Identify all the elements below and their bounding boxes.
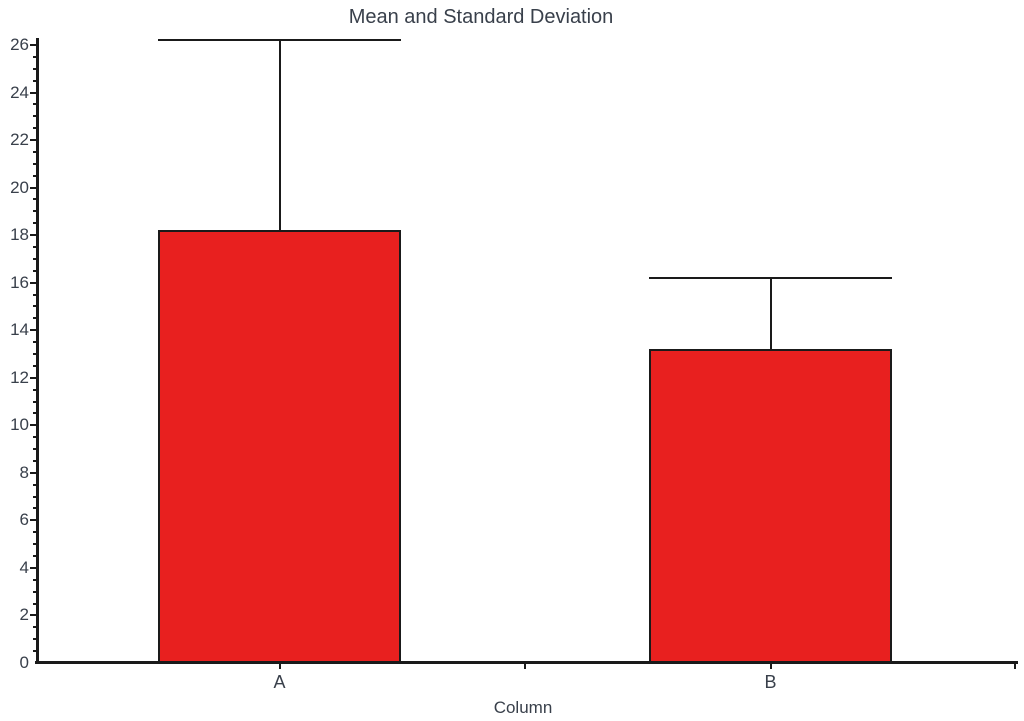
y-major-tick <box>30 424 36 427</box>
y-tick-label-4: 4 <box>19 557 29 577</box>
y-minor-tick <box>33 459 36 462</box>
y-minor-tick <box>33 103 36 106</box>
y-major-tick <box>30 471 36 474</box>
y-tick-label-2: 2 <box>19 605 29 625</box>
y-minor-tick <box>33 115 36 118</box>
x-axis-line <box>35 661 1018 664</box>
error-bar-stem-A <box>278 40 281 235</box>
x-tick-B <box>769 664 772 669</box>
y-tick-label-14: 14 <box>10 320 29 340</box>
y-tick-label-20: 20 <box>10 177 29 197</box>
y-minor-tick <box>33 67 36 70</box>
y-minor-tick <box>33 317 36 320</box>
y-minor-tick <box>33 257 36 260</box>
y-tick-label-26: 26 <box>10 34 29 54</box>
y-minor-tick <box>33 174 36 177</box>
y-minor-tick <box>33 364 36 367</box>
y-tick-label-8: 8 <box>19 462 29 482</box>
y-minor-tick <box>33 127 36 130</box>
x-minor-tick-0 <box>524 664 526 669</box>
y-tick-label-16: 16 <box>10 272 29 292</box>
y-minor-tick <box>33 483 36 486</box>
y-tick-label-24: 24 <box>10 82 29 102</box>
chart-title: Mean and Standard Deviation <box>348 6 614 28</box>
y-minor-tick <box>33 400 36 403</box>
y-minor-tick <box>33 436 36 439</box>
y-tick-label-22: 22 <box>10 130 29 150</box>
x-tick-A <box>278 664 281 669</box>
y-minor-tick <box>33 626 36 629</box>
y-minor-tick <box>33 55 36 58</box>
error-bar-cap-A <box>158 39 401 42</box>
bar-A <box>158 230 401 664</box>
y-major-tick <box>30 43 36 46</box>
bar-B <box>649 349 892 664</box>
x-axis-title: Column <box>493 698 553 717</box>
y-minor-tick <box>33 388 36 391</box>
y-major-tick <box>30 186 36 189</box>
y-minor-tick <box>33 341 36 344</box>
y-minor-tick <box>33 269 36 272</box>
y-minor-tick <box>33 222 36 225</box>
error-bar-cap-B <box>649 276 892 279</box>
y-minor-tick <box>33 293 36 296</box>
x-minor-tick-1 <box>1014 664 1016 669</box>
y-minor-tick <box>33 198 36 201</box>
y-major-tick <box>30 566 36 569</box>
y-minor-tick <box>33 531 36 534</box>
y-major-tick <box>30 329 36 332</box>
y-tick-label-10: 10 <box>10 415 29 435</box>
y-minor-tick <box>33 162 36 165</box>
y-minor-tick <box>33 79 36 82</box>
y-major-tick <box>30 234 36 237</box>
y-minor-tick <box>33 638 36 641</box>
y-minor-tick <box>33 602 36 605</box>
y-major-tick <box>30 614 36 617</box>
y-tick-label-18: 18 <box>10 225 29 245</box>
y-tick-label-6: 6 <box>19 510 29 530</box>
y-minor-tick <box>33 650 36 653</box>
y-minor-tick <box>33 495 36 498</box>
y-minor-tick <box>33 150 36 153</box>
y-minor-tick <box>33 305 36 308</box>
y-minor-tick <box>33 352 36 355</box>
y-major-tick <box>30 139 36 142</box>
error-bar-stem-B <box>769 277 772 354</box>
x-tick-label-B: B <box>764 672 777 692</box>
x-tick-label-A: A <box>273 672 286 692</box>
y-minor-tick <box>33 555 36 558</box>
y-axis-line <box>36 38 39 664</box>
y-major-tick <box>30 281 36 284</box>
y-minor-tick <box>33 246 36 249</box>
y-minor-tick <box>33 543 36 546</box>
y-major-tick <box>30 91 36 94</box>
y-tick-label-12: 12 <box>10 367 29 387</box>
y-major-tick <box>30 519 36 522</box>
y-minor-tick <box>33 412 36 415</box>
y-minor-tick <box>33 590 36 593</box>
y-minor-tick <box>33 578 36 581</box>
y-minor-tick <box>33 448 36 451</box>
y-major-tick <box>30 376 36 379</box>
y-minor-tick <box>33 507 36 510</box>
y-tick-label-0: 0 <box>19 653 29 672</box>
y-minor-tick <box>33 210 36 213</box>
